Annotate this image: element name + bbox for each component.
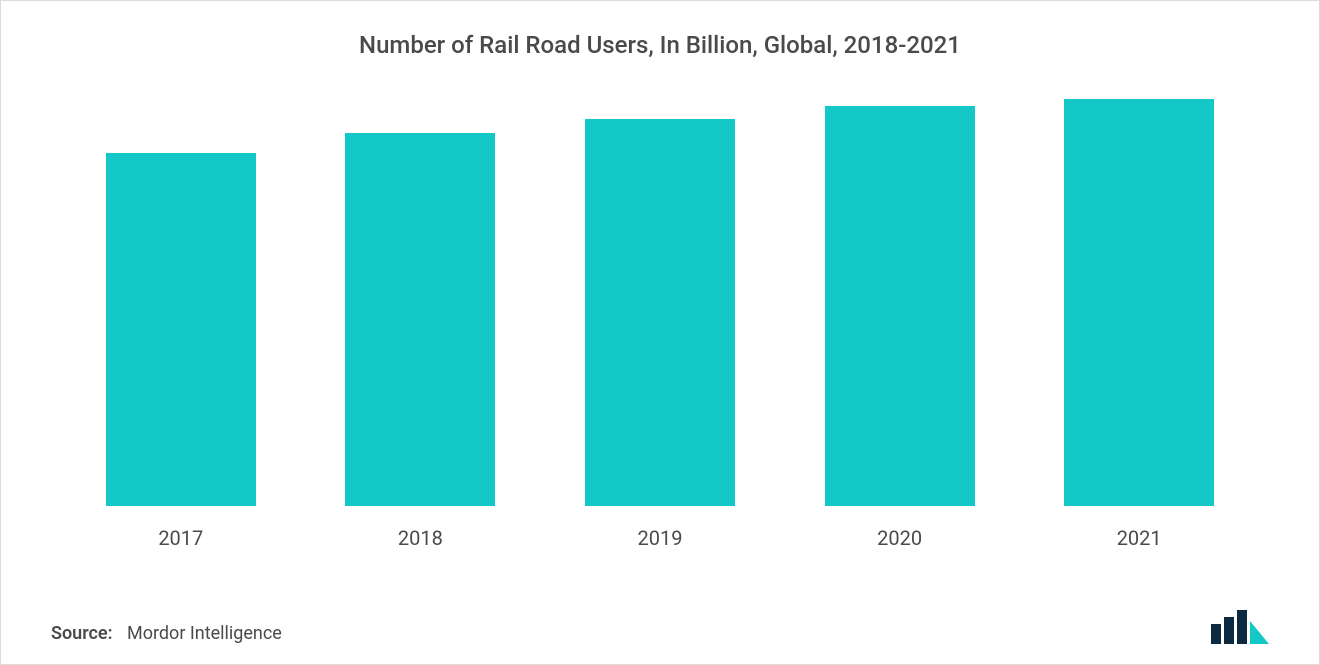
bar-2020 bbox=[825, 106, 975, 506]
source-attribution: Source: Mordor Intelligence bbox=[51, 623, 282, 644]
plot-area bbox=[51, 99, 1269, 516]
chart-container: Number of Rail Road Users, In Billion, G… bbox=[1, 1, 1319, 664]
bar-slot bbox=[780, 99, 1020, 506]
x-axis-labels: 2017 2018 2019 2020 2021 bbox=[51, 516, 1269, 550]
bar-2017 bbox=[106, 153, 256, 506]
chart-footer: Source: Mordor Intelligence bbox=[51, 610, 1269, 644]
bar-slot bbox=[1019, 99, 1259, 506]
x-label: 2020 bbox=[780, 526, 1020, 550]
source-label: Source: bbox=[51, 623, 113, 644]
bar-2019 bbox=[585, 119, 735, 506]
x-label: 2021 bbox=[1019, 526, 1259, 550]
chart-title: Number of Rail Road Users, In Billion, G… bbox=[51, 31, 1269, 59]
bar-2018 bbox=[345, 133, 495, 506]
x-label: 2019 bbox=[540, 526, 780, 550]
bar-slot bbox=[540, 99, 780, 506]
x-label: 2017 bbox=[61, 526, 301, 550]
x-label: 2018 bbox=[301, 526, 541, 550]
mordor-logo-icon bbox=[1211, 610, 1269, 644]
bar-2021 bbox=[1064, 99, 1214, 506]
bar-slot bbox=[61, 99, 301, 506]
source-value: Mordor Intelligence bbox=[127, 623, 282, 644]
bar-slot bbox=[301, 99, 541, 506]
